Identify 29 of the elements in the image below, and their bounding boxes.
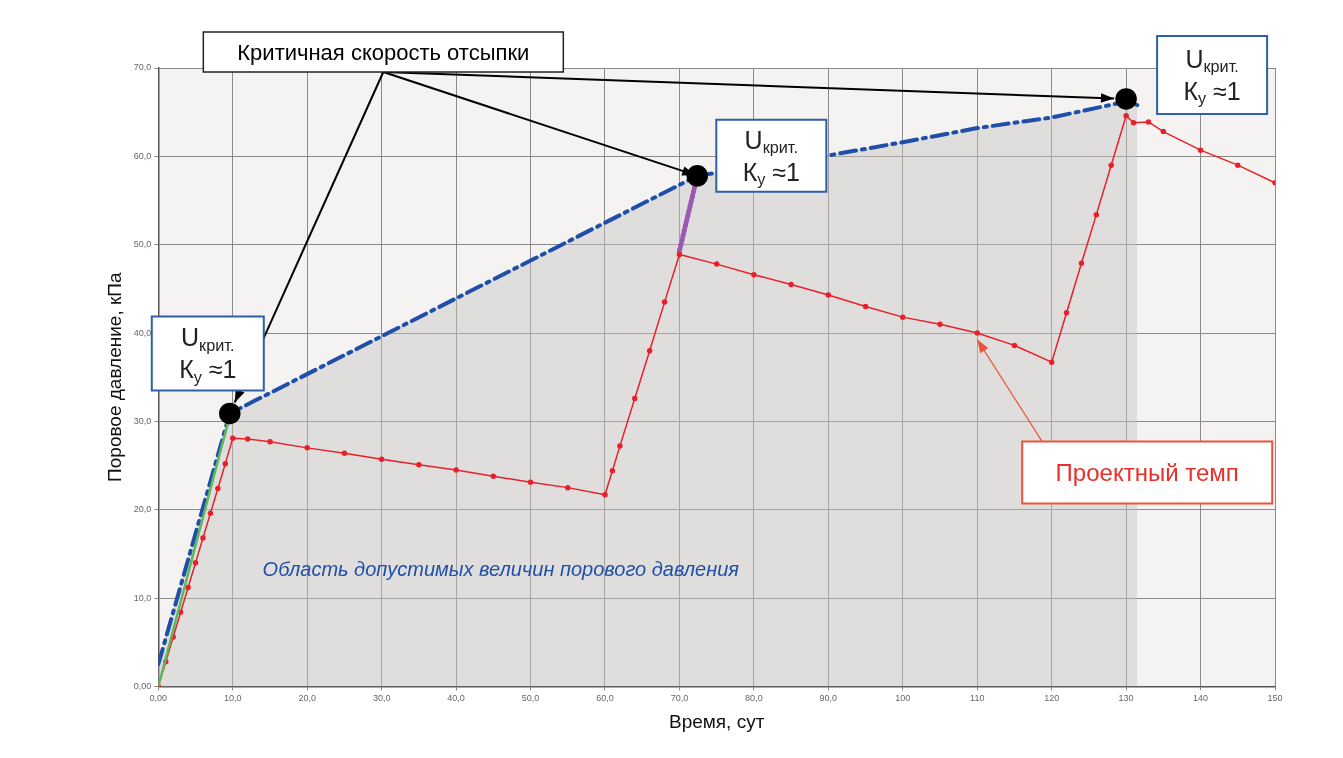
x-tick-label: 150 [1267, 693, 1283, 704]
x-tick-label: 60,0 [596, 693, 614, 704]
annotation: Проектный темп [1055, 458, 1239, 486]
x-tick-label: 30,0 [372, 693, 391, 704]
x-tick-label: 40,0 [447, 693, 465, 704]
x-tick-label: 120 [1044, 693, 1060, 704]
x-tick-label: 0,00 [149, 693, 168, 704]
y-tick-label: 60,0 [133, 150, 152, 161]
y-tick-label: 10,0 [133, 592, 152, 603]
y-tick-label: 50,0 [133, 239, 152, 250]
y-tick-label: 30,0 [133, 415, 152, 426]
y-tick-label: 0,00 [133, 680, 152, 691]
annotation: Область допустимых величин порового давления [262, 558, 740, 581]
x-tick-label: 110 [970, 693, 985, 704]
x-tick-label: 80,0 [745, 693, 763, 704]
y-axis-title: Поровое давление, кПа [103, 272, 125, 482]
y-tick-label: 40,0 [133, 327, 152, 338]
x-tick-label: 100 [895, 693, 911, 704]
annotation: Критичная скорость отсыпки [237, 40, 530, 65]
x-tick-label: 130 [1118, 693, 1134, 704]
y-tick-label: 70,0 [133, 62, 152, 73]
x-axis-title: Время, сут [668, 710, 765, 732]
x-tick-label: 20,0 [298, 693, 316, 704]
y-tick-label: 20,0 [133, 504, 152, 515]
x-tick-label: 140 [1193, 693, 1209, 704]
x-tick-label: 70,0 [670, 693, 689, 704]
x-tick-label: 90,0 [819, 693, 838, 704]
x-tick-label: 50,0 [521, 693, 540, 704]
x-tick-label: 10,0 [224, 693, 242, 704]
